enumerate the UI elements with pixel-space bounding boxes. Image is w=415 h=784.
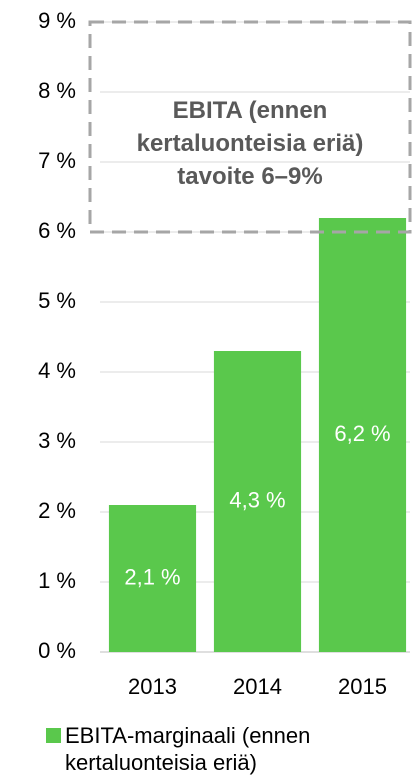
value-label: 2,1 % <box>124 564 180 589</box>
x-tick-label: 2013 <box>128 674 177 699</box>
x-tick-label: 2014 <box>233 674 282 699</box>
y-tick-label: 1 % <box>38 568 76 593</box>
legend: EBITA-marginaali (ennen kertaluonteisia … <box>46 722 386 776</box>
y-tick-label: 9 % <box>38 8 76 33</box>
target-box <box>88 20 412 234</box>
y-tick-label: 5 % <box>38 288 76 313</box>
legend-swatch <box>46 728 61 743</box>
bar <box>213 351 302 652</box>
annotation: EBITA (ennen kertaluonteisia eriä) tavoi… <box>136 97 364 190</box>
x-tick-label: 2015 <box>338 674 387 699</box>
y-tick-label: 0 % <box>38 638 76 663</box>
y-tick-label: 8 % <box>38 78 76 103</box>
y-tick-label: 7 % <box>38 148 76 173</box>
value-label: 4,3 % <box>229 487 285 512</box>
y-tick-label: 6 % <box>38 218 76 243</box>
y-tick-label: 4 % <box>38 358 76 383</box>
bar <box>318 218 407 652</box>
legend-label: EBITA-marginaali (ennen kertaluonteisia … <box>65 723 311 775</box>
y-tick-label: 2 % <box>38 498 76 523</box>
value-label: 6,2 % <box>334 421 390 446</box>
bar <box>108 505 197 652</box>
y-tick-label: 3 % <box>38 428 76 453</box>
